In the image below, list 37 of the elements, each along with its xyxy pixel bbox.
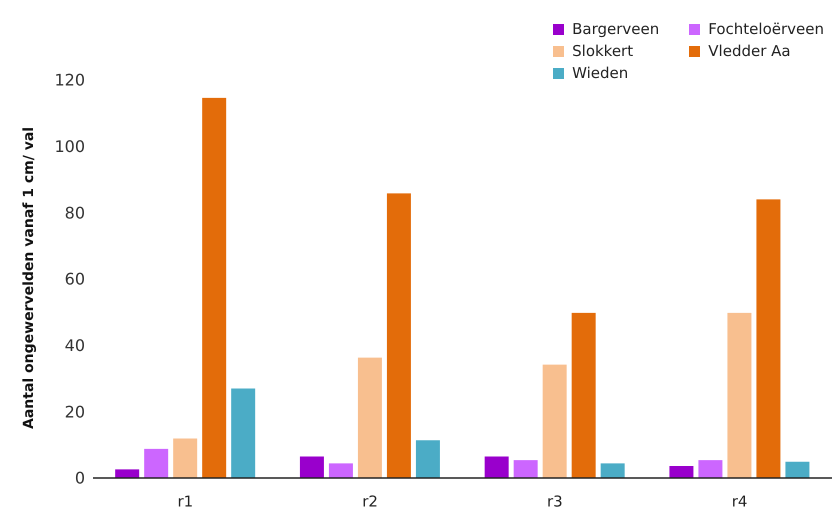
bar — [484, 456, 509, 478]
y-tick-label: 100 — [54, 137, 85, 156]
bar — [785, 462, 810, 478]
x-tick-label: r1 — [178, 492, 194, 511]
y-tick-label: 80 — [64, 203, 85, 222]
y-axis-title: Aantal ongewervelden vanaf 1 cm/ val — [20, 126, 37, 429]
bar — [231, 388, 256, 478]
legend-label: Bargerveen — [571, 20, 660, 38]
bar — [358, 358, 382, 478]
x-tick-label: r4 — [732, 492, 748, 511]
bar — [144, 448, 168, 478]
legend-label: Vledder Aa — [707, 42, 792, 60]
bar — [202, 98, 226, 478]
bar — [572, 312, 596, 478]
bar — [173, 438, 198, 478]
bar — [698, 460, 722, 478]
bar — [600, 463, 625, 478]
bar — [756, 199, 780, 478]
bar — [300, 456, 324, 478]
bar — [416, 440, 440, 478]
bar — [115, 469, 140, 478]
y-tick-label: 40 — [64, 336, 85, 356]
bar — [386, 193, 411, 478]
bar — [542, 364, 567, 478]
y-tick-label: 20 — [64, 402, 85, 422]
bar — [669, 466, 694, 478]
legend-label: Slokkert — [571, 42, 634, 60]
y-tick-label: 0 — [74, 468, 85, 488]
x-tick-label: r2 — [362, 492, 378, 511]
bar — [727, 312, 752, 478]
x-tick-label: r3 — [547, 492, 563, 511]
legend-label: Wieden — [571, 64, 630, 82]
y-tick-label: 60 — [64, 270, 85, 289]
bar — [514, 460, 538, 478]
y-tick-label: 120 — [54, 70, 85, 90]
legend-label: Fochteloërveen — [707, 20, 824, 38]
bar — [328, 463, 353, 478]
